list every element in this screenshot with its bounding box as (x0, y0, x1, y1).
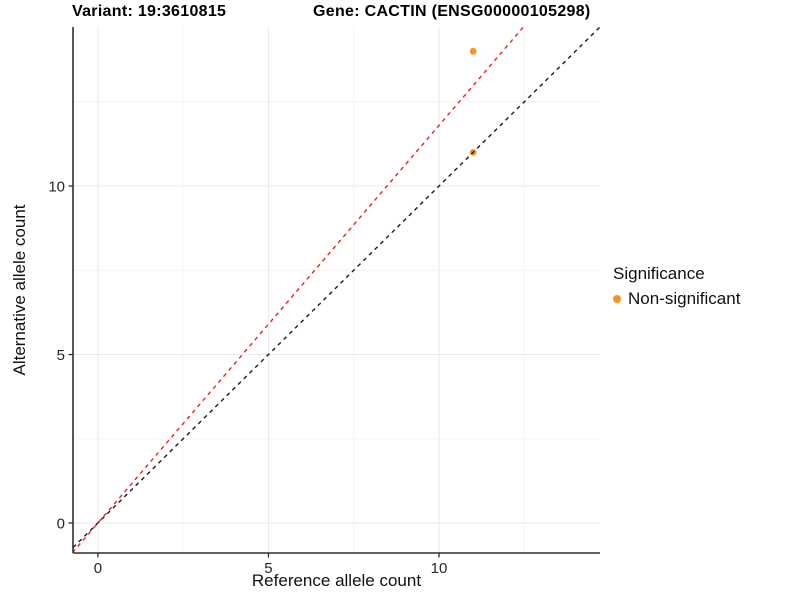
svg-text:0: 0 (94, 560, 102, 577)
svg-text:10: 10 (48, 179, 65, 196)
y-axis-title: Alternative allele count (10, 204, 29, 376)
svg-text:0: 0 (57, 516, 65, 533)
gene-title: Gene: CACTIN (ENSG00000105298) (313, 3, 591, 20)
svg-text:10: 10 (431, 560, 448, 577)
legend-point-icon (613, 295, 621, 303)
x-axis-title: Reference allele count (251, 571, 422, 590)
svg-text:5: 5 (57, 347, 65, 364)
variant-title: Variant: 19:3610815 (72, 3, 227, 20)
legend-title: Significance (613, 264, 705, 283)
svg-text:5: 5 (264, 560, 272, 577)
legend-item-label: Non-significant (628, 289, 741, 308)
legend-item-non-significant: Non-significant (613, 289, 795, 309)
legend: Significance Non-significant (613, 264, 795, 309)
